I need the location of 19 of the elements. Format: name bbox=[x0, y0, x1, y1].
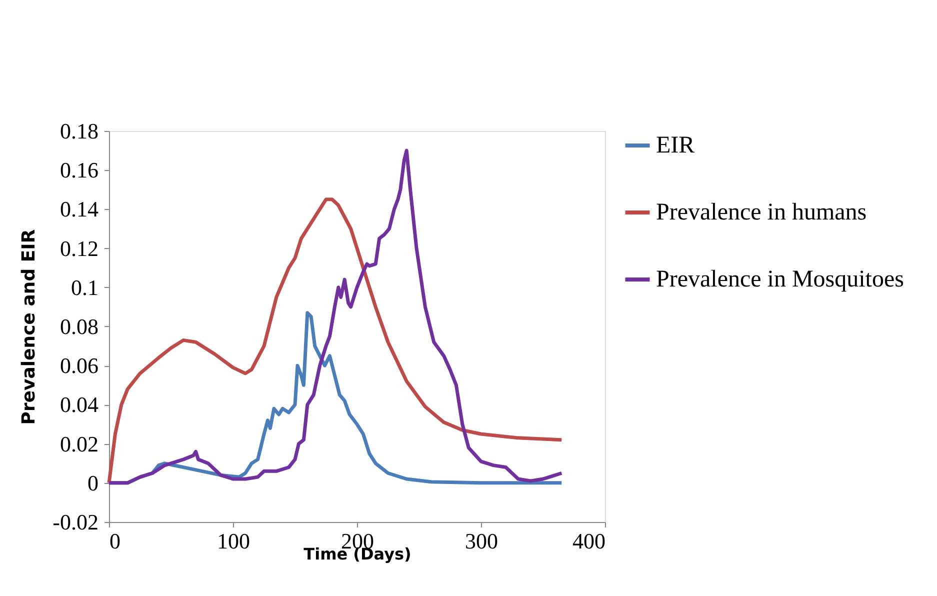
x-tick-label: 100 bbox=[217, 528, 250, 554]
legend-label: EIR bbox=[656, 132, 695, 158]
y-axis-title: Prevalence and EIR bbox=[18, 229, 40, 425]
x-tick-label: 400 bbox=[572, 528, 606, 554]
y-tick-label: 0.06 bbox=[60, 353, 98, 378]
y-tick-label: 0.18 bbox=[60, 118, 98, 144]
legend-label: Prevalence in Mosquitoes bbox=[656, 266, 904, 292]
y-tick-label: 0.16 bbox=[60, 158, 98, 183]
y-tick-label: 0 bbox=[88, 470, 98, 496]
x-tick-label: 0 bbox=[110, 528, 120, 554]
y-tick-label: 0.12 bbox=[60, 236, 98, 261]
y-tick-label: 0.02 bbox=[60, 431, 98, 456]
y-tick-label: 0.08 bbox=[60, 314, 98, 339]
y-tick-label: 0.04 bbox=[60, 392, 98, 418]
y-tick-label: 0.1 bbox=[71, 274, 98, 300]
y-tick-label: 0.14 bbox=[60, 196, 98, 222]
y-tick-label: -0.02 bbox=[52, 510, 98, 534]
legend-label: Prevalence in humans bbox=[656, 200, 867, 226]
x-tick-label: 300 bbox=[465, 528, 498, 554]
